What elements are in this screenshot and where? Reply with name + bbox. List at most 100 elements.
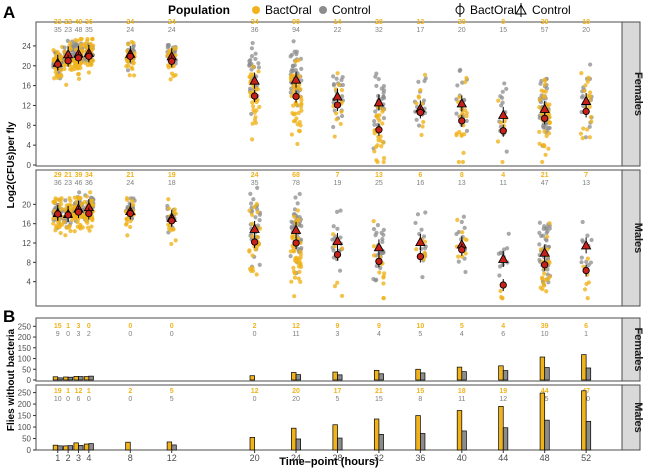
mean-marker-bactoral (85, 52, 93, 60)
data-point-bactoral (295, 208, 300, 213)
data-point-control (588, 260, 594, 265)
bar-bactoral (73, 375, 79, 381)
data-point-control (293, 195, 298, 200)
data-point-bactoral (62, 66, 67, 72)
n-label-bactoral: 12 (75, 388, 83, 395)
data-point-control (459, 219, 464, 225)
data-point-control (334, 76, 339, 81)
x-tick-label: 40 (457, 453, 467, 463)
x-tick-label: 32 (374, 453, 384, 463)
data-point-control (248, 58, 253, 63)
data-point-bactoral (75, 220, 80, 225)
data-point-bactoral (72, 229, 77, 234)
mean-marker-bactoral (582, 266, 590, 275)
data-point-control (372, 122, 377, 127)
data-point-control (293, 68, 298, 73)
data-point-bactoral (51, 216, 56, 221)
data-point-bactoral (51, 221, 56, 226)
n-label-bactoral: 21 (541, 172, 549, 179)
n-label-control: 0 (66, 396, 70, 403)
bar-control (585, 367, 592, 381)
data-point-control (416, 79, 421, 84)
bar-control (67, 445, 74, 451)
data-point-bactoral (72, 216, 77, 221)
facet-strip (621, 169, 641, 307)
data-point-control (506, 231, 511, 236)
data-point-bactoral (294, 255, 299, 260)
data-point-control (381, 227, 386, 232)
data-point-bactoral (462, 132, 467, 137)
bar-bactoral (83, 443, 90, 451)
data-point-bactoral (540, 159, 545, 165)
n-label-bactoral: 7 (584, 172, 588, 179)
n-label-bactoral: 14 (334, 19, 342, 26)
bar-control (378, 434, 384, 451)
data-point-bactoral (78, 226, 83, 231)
n-label-control: 94 (292, 27, 300, 34)
data-point-control (423, 210, 428, 215)
data-point-bactoral (414, 247, 419, 252)
n-label-control: 6 (501, 331, 505, 338)
bar-bactoral (539, 392, 546, 451)
data-point-bactoral (544, 289, 549, 294)
n-label-control: 9 (56, 331, 60, 338)
bar-bactoral (83, 376, 90, 381)
y-tick-label: 12 (22, 101, 31, 110)
data-point-bactoral (416, 95, 422, 100)
bar-bactoral (52, 376, 59, 381)
panel-label-b: B (3, 307, 15, 326)
data-point-bactoral (546, 131, 552, 136)
data-point-bactoral (292, 214, 297, 219)
facet-label: Females (632, 327, 644, 371)
legend-shape-label-control: Control (532, 3, 571, 17)
data-point-bactoral (331, 232, 336, 237)
data-point-bactoral (297, 269, 302, 275)
data-point-bactoral (334, 117, 339, 122)
n-label-bactoral: 44 (541, 388, 549, 395)
n-label-control: 0 (66, 331, 70, 338)
data-point-control (339, 77, 344, 83)
data-point-bactoral (62, 63, 67, 68)
data-point-bactoral (540, 287, 545, 292)
data-point-control (253, 215, 258, 220)
data-point-control (371, 226, 377, 232)
data-point-bactoral (498, 120, 503, 125)
data-point-bactoral (125, 233, 130, 238)
mean-marker-bactoral (375, 126, 383, 134)
data-point-bactoral (288, 249, 293, 254)
n-label-control: 3 (77, 331, 81, 338)
data-point-control (544, 121, 549, 126)
y-tick-label: 0 (27, 446, 32, 455)
data-point-bactoral (292, 271, 297, 276)
data-point-bactoral (382, 271, 387, 276)
data-point-bactoral (371, 218, 376, 224)
data-point-control (331, 224, 336, 229)
legend-label-control: Control (332, 3, 371, 17)
data-point-bactoral (500, 296, 505, 301)
data-point-bactoral (545, 247, 550, 252)
n-label-control: 35 (54, 27, 62, 34)
panel-females-log-cfu: Females048121620243335222349483635242424… (22, 19, 644, 170)
n-label-bactoral: 39 (541, 19, 549, 26)
n-label-control: 5 (336, 396, 340, 403)
data-point-bactoral (585, 256, 590, 261)
data-point-control (379, 86, 384, 91)
bar-bactoral (456, 366, 463, 381)
bar-bactoral (291, 427, 297, 451)
data-point-control (248, 191, 253, 196)
n-label-control: 13 (458, 180, 466, 187)
n-label-control: 0 (87, 396, 91, 403)
data-point-control (580, 239, 586, 244)
mean-marker-bactoral (126, 209, 134, 218)
data-point-control (257, 218, 262, 223)
data-point-bactoral (128, 224, 133, 230)
n-label-bactoral: 39 (541, 323, 549, 330)
mean-marker-control (580, 239, 592, 250)
data-point-control (248, 201, 254, 206)
n-label-control: 23 (64, 27, 72, 34)
data-point-bactoral (419, 132, 424, 138)
bar-control (544, 367, 550, 381)
data-point-bactoral (333, 87, 338, 92)
n-label-bactoral: 13 (375, 172, 383, 179)
